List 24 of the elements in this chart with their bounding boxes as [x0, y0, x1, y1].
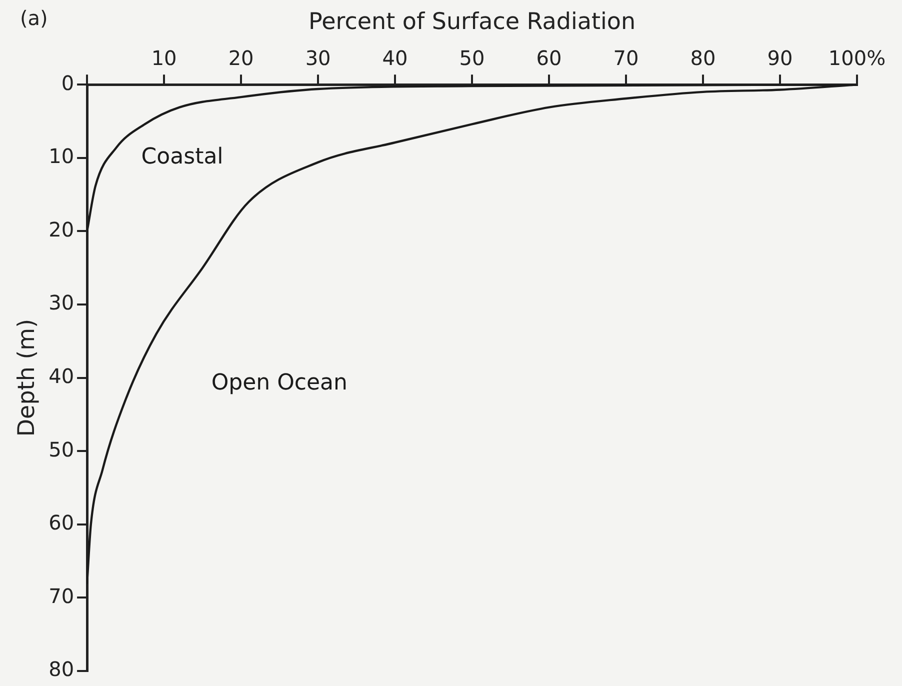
x-tick-label: 90 — [767, 46, 793, 70]
y-tick-label: 30 — [48, 290, 74, 315]
x-tick-label: 10 — [151, 46, 177, 70]
y-tick-label: 80 — [48, 657, 74, 682]
x-tick-label: 20 — [228, 46, 254, 70]
x-tick-label: 50 — [459, 46, 485, 70]
x-tick-label: 60 — [536, 46, 562, 70]
x-tick-label: 100% — [828, 46, 886, 70]
y-tick-label: 70 — [48, 584, 74, 608]
series-label: Coastal — [141, 144, 224, 170]
y-tick-label: 50 — [48, 437, 74, 462]
x-tick-label: 70 — [613, 46, 639, 70]
y-tick-label: 20 — [48, 217, 74, 242]
y-tick-label: 60 — [48, 510, 74, 535]
text: Open Ocean — [211, 370, 348, 396]
y-tick-label: 10 — [48, 144, 74, 168]
y-tick-label: 0 — [61, 70, 74, 95]
y-tick-label: 40 — [48, 364, 74, 388]
x-tick-label: 40 — [382, 46, 408, 70]
x-tick-label: 80 — [690, 46, 716, 70]
x-axis-title: Percent of Surface Radiation — [308, 8, 636, 35]
text: (a) — [20, 6, 48, 30]
x-tick-label: 30 — [305, 46, 331, 70]
y-axis-title: Depth (m) — [14, 318, 40, 437]
